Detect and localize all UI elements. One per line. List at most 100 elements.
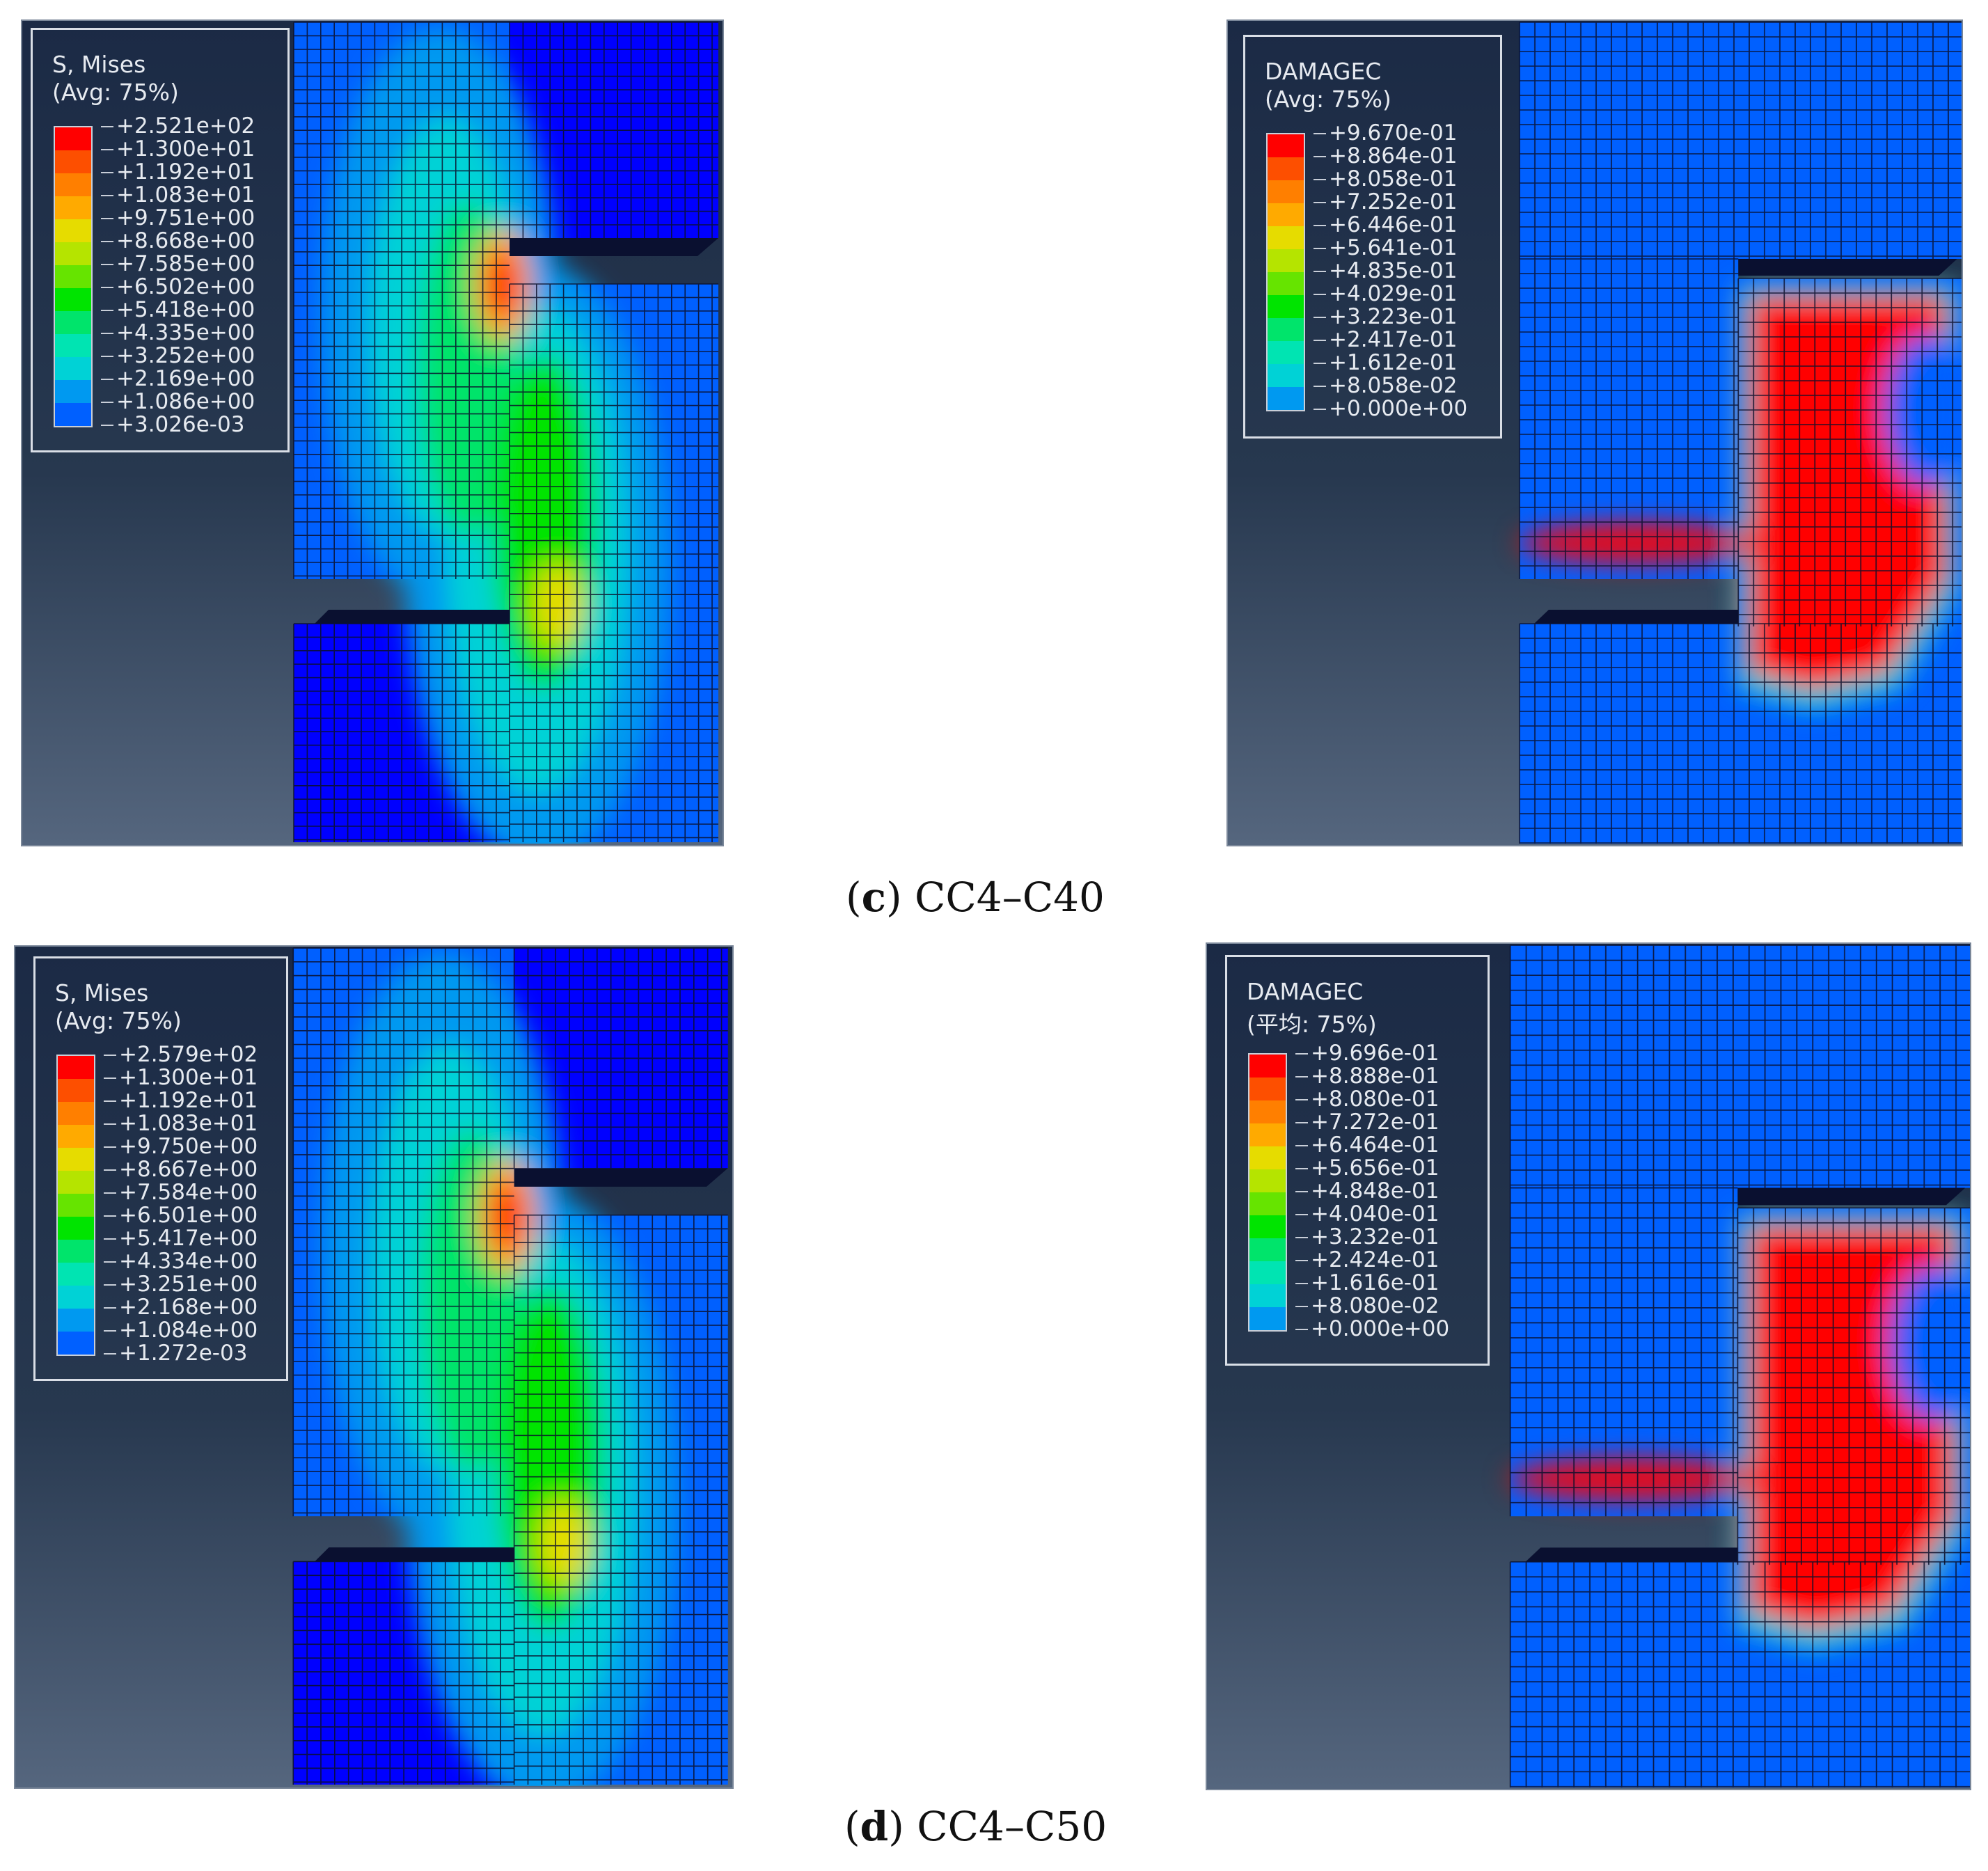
- legend-value: +3.232e-01: [1295, 1226, 1449, 1249]
- legend-value: +1.192e+01: [104, 1089, 258, 1112]
- legend-title: S, Mises: [52, 51, 146, 78]
- damage-contour-model: [1519, 22, 1962, 844]
- legend-swatch: [1249, 1238, 1286, 1261]
- legend-value: +7.584e+00: [104, 1181, 258, 1204]
- legend-value: +1.192e+01: [101, 161, 255, 184]
- legend-value: +6.502e+00: [101, 276, 255, 299]
- legend-swatch: [58, 1263, 94, 1286]
- legend-value: +1.300e+01: [104, 1066, 258, 1089]
- legend-swatch: [55, 380, 91, 403]
- caption-letter: d: [860, 1803, 889, 1850]
- mises-contour-model: [292, 947, 728, 1786]
- legend-swatch: [58, 1079, 94, 1102]
- legend-swatch: [55, 265, 91, 288]
- legend-value: +8.080e-01: [1295, 1088, 1449, 1111]
- legend-value: +9.670e-01: [1314, 122, 1467, 145]
- legend-swatch: [1249, 1169, 1286, 1192]
- caption-d: (d) CC4–C50: [844, 1803, 1107, 1850]
- legend-value: +1.300e+01: [101, 138, 255, 161]
- legend-d-damage: DAMAGEC (平均: 75%) +9.696e-01 +8.888e-01 +8…: [1225, 955, 1490, 1366]
- legend-value: +8.864e-01: [1314, 145, 1467, 168]
- legend-swatch: [55, 242, 91, 265]
- legend-value: +3.252e+00: [101, 345, 255, 368]
- legend-swatch: [1268, 318, 1304, 341]
- legend-title: S, Mises: [55, 979, 149, 1006]
- legend-value: +2.417e-01: [1314, 329, 1467, 352]
- panel-d-damage: DAMAGEC (平均: 75%) +9.696e-01 +8.888e-01 +8…: [1206, 942, 1971, 1790]
- legend-swatch: [1249, 1192, 1286, 1215]
- legend-subtitle: (Avg: 75%): [55, 1007, 182, 1034]
- legend-color-bar: [1266, 133, 1305, 411]
- legend-swatch: [55, 357, 91, 380]
- legend-swatch: [55, 173, 91, 196]
- legend-value: +4.040e-01: [1295, 1203, 1449, 1226]
- legend-swatch: [1249, 1261, 1286, 1284]
- legend-swatch: [1268, 272, 1304, 295]
- legend-values: +9.670e-01 +8.864e-01 +8.058e-01 +7.252e-01…: [1314, 122, 1467, 420]
- legend-swatch: [1268, 226, 1304, 249]
- legend-swatch: [1249, 1215, 1286, 1238]
- legend-swatch: [58, 1332, 94, 1355]
- legend-swatch: [1249, 1055, 1286, 1077]
- legend-swatch: [1268, 364, 1304, 387]
- legend-swatch: [1268, 180, 1304, 203]
- legend-swatch: [58, 1240, 94, 1263]
- legend-swatch: [1268, 134, 1304, 157]
- damage-contour-model: [1509, 945, 1970, 1787]
- legend-swatch: [1249, 1284, 1286, 1307]
- legend-value: +0.000e+00: [1295, 1318, 1449, 1341]
- legend-swatch: [1268, 249, 1304, 272]
- legend-swatch: [1249, 1123, 1286, 1146]
- legend-value: +4.335e+00: [101, 322, 255, 345]
- legend-value: +6.446e-01: [1314, 214, 1467, 237]
- legend-swatch: [1249, 1307, 1286, 1330]
- legend-swatch: [1268, 387, 1304, 410]
- legend-values: +2.579e+02 +1.300e+01 +1.192e+01 +1.083e+01…: [104, 1043, 258, 1365]
- legend-color-bar: [54, 126, 93, 427]
- legend-title: DAMAGEC: [1247, 978, 1364, 1005]
- legend-value: +8.668e+00: [101, 230, 255, 253]
- legend-values: +9.696e-01 +8.888e-01 +8.080e-01 +7.272e-01…: [1295, 1042, 1449, 1341]
- legend-value: +9.696e-01: [1295, 1042, 1449, 1065]
- legend-swatch: [1268, 295, 1304, 318]
- legend-value: +5.656e-01: [1295, 1157, 1449, 1180]
- legend-value: +8.058e-01: [1314, 168, 1467, 191]
- legend-value: +4.029e-01: [1314, 283, 1467, 306]
- legend-swatch: [58, 1286, 94, 1309]
- legend-subtitle: (Avg: 75%): [52, 79, 179, 106]
- legend-value: +3.223e-01: [1314, 306, 1467, 329]
- legend-value: +5.417e+00: [104, 1227, 258, 1250]
- caption-c: (c) CC4–C40: [846, 874, 1105, 921]
- legend-values: +2.521e+02 +1.300e+01 +1.192e+01 +1.083e+01…: [101, 115, 255, 436]
- legend-value: +8.888e-01: [1295, 1065, 1449, 1088]
- legend-value: +9.750e+00: [104, 1135, 258, 1158]
- legend-swatch: [55, 196, 91, 219]
- legend-value: +8.058e-02: [1314, 374, 1467, 397]
- legend-swatch: [55, 334, 91, 357]
- legend-swatch: [55, 150, 91, 173]
- legend-swatch: [58, 1309, 94, 1332]
- legend-swatch: [58, 1056, 94, 1079]
- legend-value: +4.334e+00: [104, 1250, 258, 1273]
- legend-c-damage: DAMAGEC (Avg: 75%) +9.670e-01 +8.864e-01 +…: [1243, 35, 1502, 439]
- legend-value: +8.667e+00: [104, 1158, 258, 1181]
- legend-value: +1.083e+01: [101, 184, 255, 207]
- legend-title: DAMAGEC: [1265, 58, 1382, 85]
- legend-swatch: [1249, 1146, 1286, 1169]
- legend-swatch: [58, 1217, 94, 1240]
- legend-value: +2.521e+02: [101, 115, 255, 138]
- legend-value: +2.169e+00: [101, 368, 255, 390]
- legend-value: +3.026e-03: [101, 413, 255, 436]
- legend-value: +1.086e+00: [101, 390, 255, 413]
- caption-letter: c: [861, 874, 886, 921]
- legend-swatch: [1249, 1077, 1286, 1100]
- legend-swatch: [55, 403, 91, 426]
- legend-value: +1.272e-03: [104, 1342, 258, 1365]
- legend-color-bar: [1248, 1053, 1287, 1332]
- legend-value: +2.424e-01: [1295, 1249, 1449, 1272]
- legend-value: +1.084e+00: [104, 1319, 258, 1342]
- legend-value: +7.585e+00: [101, 253, 255, 276]
- mises-contour-model: [293, 22, 718, 844]
- legend-value: +2.579e+02: [104, 1043, 258, 1066]
- legend-value: +5.641e-01: [1314, 237, 1467, 260]
